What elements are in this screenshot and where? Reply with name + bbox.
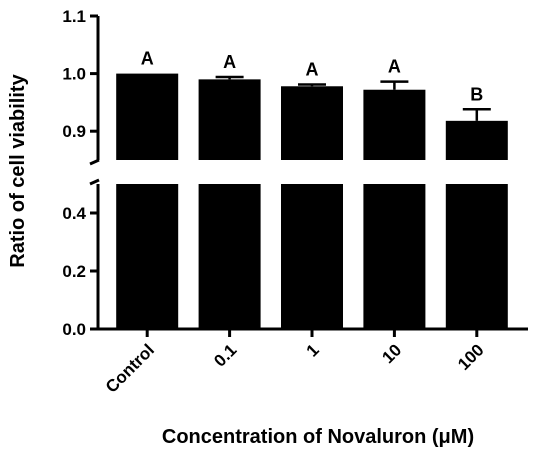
bar-upper-0.1: [198, 79, 261, 160]
axis-break-mark: [89, 178, 100, 186]
bar-upper-10: [363, 89, 426, 160]
axis-break-mark: [89, 158, 100, 166]
y-tick-label: 1.0: [62, 65, 86, 84]
significance-label: A: [306, 60, 319, 80]
y-axis-title: Ratio of cell viability: [7, 73, 29, 267]
bar-lower-Control: [116, 184, 179, 329]
bars: [116, 73, 508, 329]
x-tick-label: Control: [102, 340, 158, 396]
y-tick-label: 1.1: [62, 7, 86, 26]
bar-lower-100: [445, 184, 508, 329]
significance-label: A: [388, 57, 401, 77]
y-tick-label: 0.0: [62, 320, 86, 339]
significance-label: B: [470, 84, 483, 104]
significance-label: A: [141, 49, 154, 69]
x-tick-label: 100: [454, 340, 487, 373]
bar-lower-1: [281, 184, 343, 329]
x-tick-label: 0.1: [210, 340, 240, 370]
significance-label: A: [223, 52, 236, 72]
bar-upper-1: [281, 86, 343, 160]
bar-upper-Control: [116, 73, 179, 160]
y-tick-label: 0.2: [62, 262, 86, 281]
bar-lower-0.1: [198, 184, 261, 329]
bar-lower-10: [363, 184, 426, 329]
y-tick-label: 0.9: [62, 122, 86, 141]
x-tick-label: 10: [378, 340, 405, 367]
x-axis-title: Concentration of Novaluron (μM): [162, 426, 474, 448]
x-tick-label: 1: [303, 340, 323, 360]
bar-upper-100: [445, 120, 508, 160]
y-tick-label: 0.4: [62, 204, 86, 223]
